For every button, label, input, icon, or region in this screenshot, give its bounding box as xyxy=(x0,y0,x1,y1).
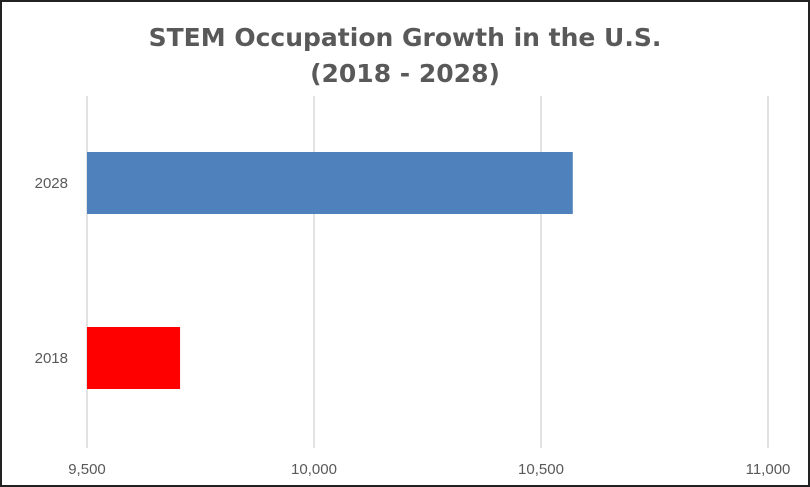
x-tick-label: 9,500 xyxy=(68,461,106,478)
chart-title-block: STEM Occupation Growth in the U.S. (2018… xyxy=(0,20,810,92)
bar-2018 xyxy=(87,327,181,389)
y-axis-tick-labels: 2028 2018 xyxy=(35,175,68,367)
x-tick-label: 10,000 xyxy=(291,461,337,478)
y-tick-label: 2028 xyxy=(35,175,68,192)
y-tick-label: 2018 xyxy=(35,350,68,367)
bars xyxy=(87,152,573,389)
chart-title: STEM Occupation Growth in the U.S. xyxy=(148,23,662,52)
bar-2028 xyxy=(87,152,573,214)
x-axis-tick-labels: 9,500 10,000 10,500 11,000 xyxy=(68,461,790,478)
chart-subtitle: (2018 - 2028) xyxy=(310,59,500,88)
gridlines xyxy=(86,96,769,448)
x-tick-label: 10,500 xyxy=(518,461,564,478)
x-tick-label: 11,000 xyxy=(746,461,791,478)
